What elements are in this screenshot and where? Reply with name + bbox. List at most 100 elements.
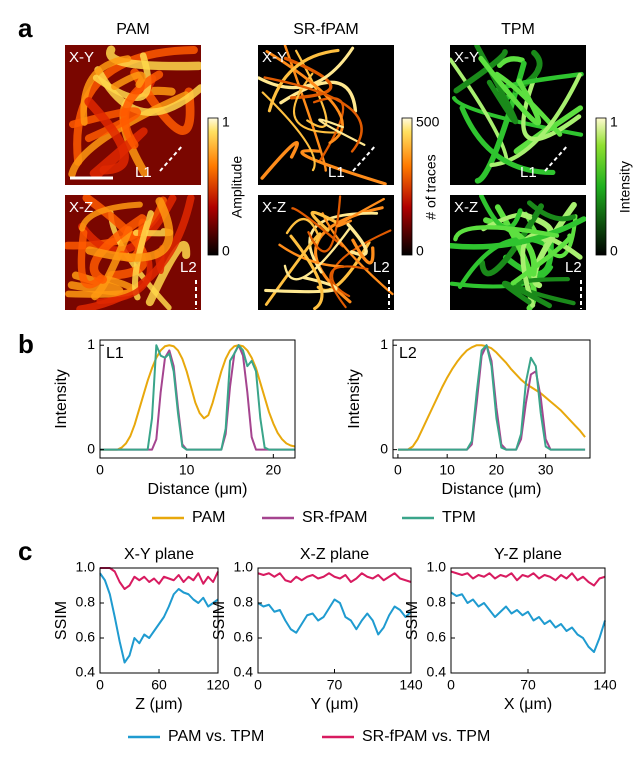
legend-label: PAM vs. TPM (168, 728, 264, 745)
vessel (77, 228, 105, 289)
view-label: X-Z (262, 199, 286, 216)
y-tick-label: 0.4 (427, 664, 447, 680)
y-tick-label: 1.0 (76, 559, 96, 575)
vessel (120, 70, 164, 149)
legend-label: TPM (442, 509, 476, 526)
vessel (279, 80, 358, 113)
chart-title: X-Y plane (124, 546, 194, 563)
image-panel: X-Y L1 (258, 45, 394, 185)
series-line (100, 344, 296, 451)
view-label: X-Y (69, 49, 94, 66)
vessel (336, 197, 385, 228)
x-tick-label: 70 (520, 677, 536, 693)
y-tick-label: 1.0 (234, 559, 254, 575)
x-tick-label: 70 (327, 677, 343, 693)
x-axis-label: Z (μm) (135, 696, 182, 713)
y-tick-label: 0.6 (234, 629, 254, 645)
vessel (291, 207, 344, 248)
vessel (295, 49, 328, 128)
profile-line (352, 144, 377, 172)
x-tick-label: 120 (206, 677, 230, 693)
vessel (329, 265, 369, 309)
vessel (285, 217, 320, 238)
view-label: X-Y (454, 49, 479, 66)
y-tick-label: 1.0 (427, 559, 447, 575)
series-line (450, 570, 606, 587)
line-label: L1 (328, 164, 345, 181)
series-line (257, 598, 412, 636)
vessel (289, 234, 324, 310)
vessel (111, 71, 146, 91)
vessel (312, 97, 345, 162)
series-line (397, 344, 586, 451)
colorbar-min: 0 (416, 243, 424, 259)
line-label: L2 (373, 259, 390, 276)
y-axis-label: SSIM (404, 601, 421, 640)
vessel (283, 56, 333, 100)
y-tick-label: 0.6 (76, 629, 96, 645)
vessel (450, 57, 509, 162)
profile-line (544, 144, 569, 172)
column-title: TPM (501, 21, 535, 38)
vessel (96, 252, 153, 305)
y-axis-label: Intensity (53, 369, 70, 429)
y-tick-label: 0.4 (234, 664, 254, 680)
legend-label: PAM (192, 509, 225, 526)
image-panel: X-Z L2 (258, 195, 394, 310)
vessel (267, 48, 340, 113)
x-tick-label: 20 (266, 462, 282, 478)
vessel (459, 105, 556, 175)
vessel (283, 226, 351, 281)
vessel (80, 55, 132, 126)
colorbar-min: 0 (610, 243, 618, 259)
vessel (265, 50, 344, 145)
y-tick-label: 1 (87, 336, 95, 352)
x-tick-label: 0 (96, 462, 104, 478)
vessel (502, 280, 552, 309)
chart-title: Y-Z plane (494, 546, 562, 563)
vessel (145, 240, 191, 307)
vessel (321, 212, 394, 296)
x-axis-label: Distance (μm) (148, 481, 248, 498)
plot-area (258, 568, 411, 673)
vessel (351, 238, 375, 265)
colorbar-min: 0 (222, 243, 230, 259)
vessel (263, 76, 363, 153)
vessel (479, 203, 545, 277)
vessel (76, 195, 195, 310)
y-axis-label: SSIM (53, 601, 70, 640)
vessel (84, 97, 129, 175)
panel-label: b (18, 329, 34, 359)
colorbar-label: Intensity (617, 161, 633, 213)
vessel (526, 200, 576, 222)
vessel (521, 65, 582, 142)
vessel (258, 46, 355, 90)
image-panel: X-Z L2 (450, 195, 586, 310)
vessel (346, 222, 368, 257)
vessel (106, 45, 201, 71)
x-tick-label: 0 (394, 462, 402, 478)
profile-line (159, 144, 184, 172)
x-tick-label: 60 (151, 677, 167, 693)
annotation: L2 (399, 345, 417, 362)
colorbar (401, 117, 413, 256)
vessel (453, 225, 560, 242)
colorbar-label: Amplitude (229, 156, 245, 218)
y-axis-label: SSIM (211, 601, 228, 640)
y-tick-label: 0.4 (76, 664, 96, 680)
column-title: PAM (116, 21, 149, 38)
colorbar-max: 1 (610, 114, 618, 130)
axes-frame (392, 339, 591, 459)
x-tick-label: 20 (489, 462, 505, 478)
vessel (494, 71, 563, 137)
y-tick-label: 0.8 (234, 594, 254, 610)
vessel (453, 49, 508, 94)
colorbar-label: # of traces (423, 154, 439, 219)
vessel (85, 197, 174, 262)
x-tick-label: 0 (96, 677, 104, 693)
x-axis-label: X (μm) (504, 696, 552, 713)
line-label: L1 (520, 164, 537, 181)
x-tick-label: 10 (179, 462, 195, 478)
x-tick-label: 140 (399, 677, 423, 693)
